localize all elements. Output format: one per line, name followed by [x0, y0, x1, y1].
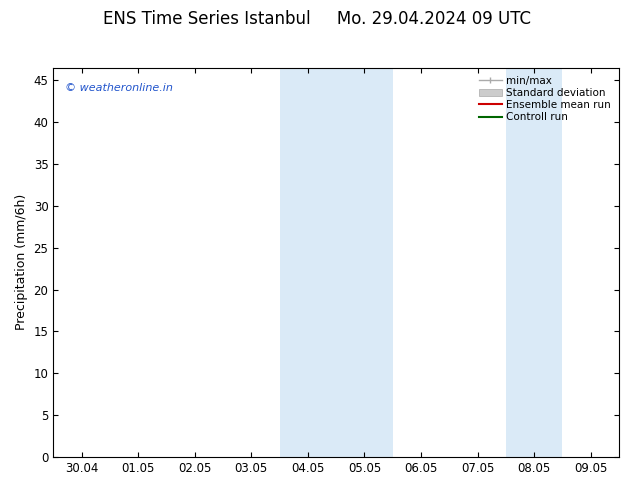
Bar — [506, 68, 562, 457]
Text: © weatheronline.in: © weatheronline.in — [65, 83, 172, 93]
Bar — [280, 68, 336, 457]
Legend: min/max, Standard deviation, Ensemble mean run, Controll run: min/max, Standard deviation, Ensemble me… — [476, 73, 614, 125]
Y-axis label: Precipitation (mm/6h): Precipitation (mm/6h) — [15, 194, 28, 330]
Bar — [336, 68, 392, 457]
Text: ENS Time Series Istanbul     Mo. 29.04.2024 09 UTC: ENS Time Series Istanbul Mo. 29.04.2024 … — [103, 10, 531, 28]
